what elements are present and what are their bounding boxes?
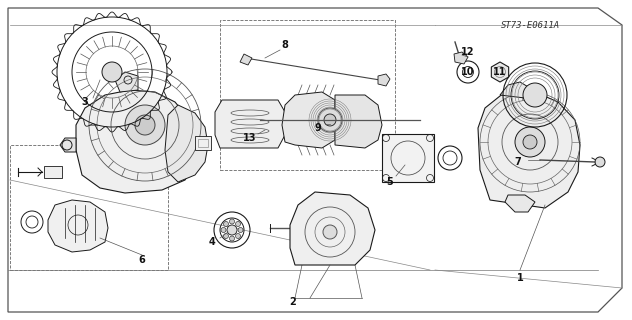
Polygon shape	[378, 74, 390, 86]
Polygon shape	[491, 62, 509, 82]
Text: ST73-E0611A: ST73-E0611A	[501, 20, 559, 29]
Polygon shape	[215, 100, 285, 148]
Circle shape	[224, 234, 229, 238]
Circle shape	[229, 219, 234, 224]
Text: 6: 6	[138, 255, 145, 265]
Circle shape	[229, 236, 234, 241]
Circle shape	[523, 135, 537, 149]
Text: 11: 11	[493, 67, 507, 77]
Text: 1: 1	[516, 273, 523, 283]
Text: 10: 10	[461, 67, 475, 77]
Circle shape	[318, 108, 342, 132]
Circle shape	[135, 115, 155, 135]
Text: 4: 4	[209, 237, 216, 247]
Bar	[198, 139, 208, 147]
Circle shape	[523, 83, 547, 107]
Circle shape	[595, 157, 605, 167]
Text: 8: 8	[282, 40, 288, 50]
Circle shape	[224, 221, 229, 227]
Bar	[44, 166, 62, 178]
Text: 5: 5	[387, 177, 393, 187]
Circle shape	[227, 225, 237, 235]
Polygon shape	[165, 105, 208, 182]
Circle shape	[125, 105, 165, 145]
Circle shape	[236, 221, 241, 227]
Polygon shape	[505, 195, 535, 212]
Text: 7: 7	[514, 157, 521, 167]
Circle shape	[324, 114, 336, 126]
Polygon shape	[115, 72, 138, 92]
Circle shape	[515, 127, 545, 157]
Polygon shape	[240, 54, 252, 65]
Polygon shape	[290, 192, 375, 265]
Text: 9: 9	[315, 123, 322, 133]
Polygon shape	[335, 95, 382, 148]
Circle shape	[238, 228, 243, 233]
Polygon shape	[478, 92, 580, 208]
Text: 12: 12	[461, 47, 475, 57]
Polygon shape	[48, 200, 108, 252]
Bar	[195, 136, 211, 150]
Circle shape	[102, 62, 122, 82]
Polygon shape	[454, 52, 468, 64]
Circle shape	[236, 234, 241, 238]
Text: 13: 13	[243, 133, 257, 143]
Polygon shape	[282, 92, 335, 148]
Polygon shape	[76, 90, 198, 193]
Circle shape	[323, 225, 337, 239]
Text: 3: 3	[82, 97, 88, 107]
Circle shape	[221, 228, 226, 233]
Text: 2: 2	[289, 297, 296, 307]
Polygon shape	[500, 82, 530, 98]
Polygon shape	[60, 138, 76, 152]
Bar	[382, 134, 434, 182]
